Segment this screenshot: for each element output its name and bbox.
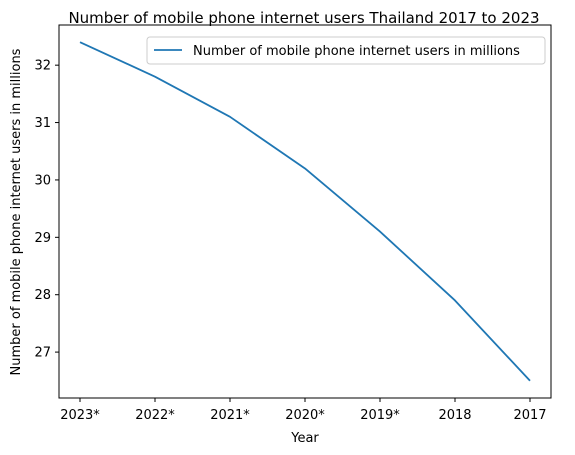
series-layer [79, 41, 531, 382]
y-tick-label: 31 [34, 116, 51, 131]
x-tick-label: 2018 [438, 408, 471, 423]
x-tick-label: 2021* [210, 408, 250, 423]
x-tick-label: 2019* [360, 408, 400, 423]
x-axis: 2023* 2022* 2021* 2020* 2019* 2018 2017 [60, 398, 547, 423]
legend-label: Number of mobile phone internet users in… [193, 44, 520, 59]
y-axis-label: Number of mobile phone internet users in… [9, 48, 24, 375]
y-tick-label: 29 [34, 231, 51, 246]
x-axis-label: Year [290, 431, 319, 446]
x-tick-label: 2020* [285, 408, 325, 423]
y-tick-label: 28 [34, 288, 51, 303]
legend: Number of mobile phone internet users in… [146, 36, 546, 65]
x-tick-label: 2017 [513, 408, 546, 423]
chart-title: Number of mobile phone internet users Th… [68, 9, 539, 27]
plot-area [58, 24, 552, 399]
y-tick-label: 32 [34, 59, 51, 74]
x-tick-label: 2022* [135, 408, 175, 423]
y-axis: 27 28 29 30 31 32 [34, 59, 59, 361]
series-line [79, 41, 531, 382]
x-tick-label: 2023* [60, 408, 100, 423]
y-tick-label: 27 [34, 346, 51, 361]
legend-box [146, 36, 546, 65]
y-tick-label: 30 [34, 173, 51, 188]
